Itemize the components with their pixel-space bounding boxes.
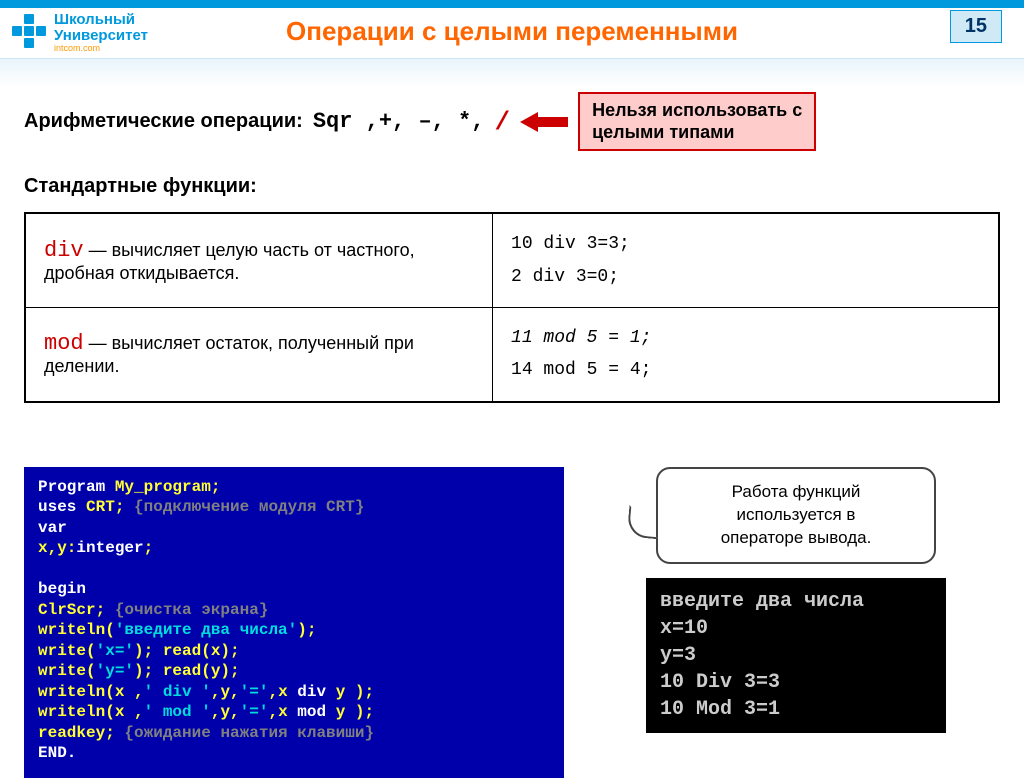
- div-ex2: 2 div 3=0;: [511, 261, 980, 293]
- code-l11e: ,x: [268, 703, 297, 721]
- code-l6a: ClrScr;: [38, 601, 115, 619]
- arith-label: Арифметические операции:: [24, 110, 303, 133]
- code-l11d: '=': [240, 703, 269, 721]
- arrow-left-icon: [520, 112, 568, 132]
- code-l10a: writeln(x ,: [38, 683, 144, 701]
- code-l8b: 'x=': [96, 642, 134, 660]
- code-l9c: ); read(y);: [134, 662, 240, 680]
- console-l2: x=10: [660, 615, 932, 642]
- code-l1a: Program: [38, 478, 115, 496]
- code-l2a: uses: [38, 498, 76, 516]
- console-l4: 10 Div 3=3: [660, 669, 932, 696]
- div-desc-cell: div — вычисляет целую часть от частного,…: [25, 213, 493, 307]
- code-l10e: ,x: [268, 683, 297, 701]
- code-l2b: CRT;: [76, 498, 134, 516]
- code-l2c: {подключение модуля CRT}: [134, 498, 364, 516]
- table-row: mod — вычисляет остаток, полученный при …: [25, 307, 999, 401]
- mod-name: mod: [44, 331, 84, 356]
- div-examples-cell: 10 div 3=3; 2 div 3=0;: [493, 213, 999, 307]
- code-block: Program My_program; uses CRT; {подключен…: [24, 467, 564, 778]
- code-l13: END.: [38, 744, 76, 762]
- code-l9a: write(: [38, 662, 96, 680]
- div-name: div: [44, 238, 84, 263]
- code-l7a: writeln(: [38, 621, 115, 639]
- mod-desc-cell: mod — вычисляет остаток, полученный при …: [25, 307, 493, 401]
- page-number: 15: [950, 10, 1002, 43]
- arith-line: Арифметические операции: Sqr ,+, –, *, /…: [24, 92, 1000, 151]
- header-stripe: [0, 0, 1024, 8]
- code-l11c: ,y,: [211, 703, 240, 721]
- code-l12b: {ожидание нажатия клавиши}: [124, 724, 374, 742]
- console-l3: y=3: [660, 642, 932, 669]
- table-row: div — вычисляет целую часть от частного,…: [25, 213, 999, 307]
- code-l9b: 'y=': [96, 662, 134, 680]
- warn-line2: целыми типами: [592, 122, 802, 144]
- code-l3: var: [38, 519, 67, 537]
- mod-ex2: 14 mod 5 = 4;: [511, 354, 980, 386]
- code-l11f: mod: [297, 703, 326, 721]
- code-l7b: 'введите два числа': [115, 621, 297, 639]
- page-title: Операции с целыми переменными: [0, 16, 1024, 47]
- right-column: Работа функций используется в операторе …: [592, 467, 1000, 778]
- code-l1b: My_program;: [115, 478, 221, 496]
- console-l1: введите два числа: [660, 588, 932, 615]
- arith-slash: /: [494, 107, 510, 137]
- code-l12a: readkey;: [38, 724, 124, 742]
- arith-ops: Sqr ,+, –, *,: [313, 109, 485, 134]
- console-l5: 10 Mod 3=1: [660, 696, 932, 723]
- code-l5: begin: [38, 580, 86, 598]
- div-desc: — вычисляет целую часть от частного, дро…: [44, 240, 415, 283]
- functions-table: div — вычисляет целую часть от частного,…: [24, 212, 1000, 403]
- code-l11a: writeln(x ,: [38, 703, 144, 721]
- code-l11b: ' mod ': [144, 703, 211, 721]
- code-l4b: integer: [76, 539, 143, 557]
- code-l4c: ;: [144, 539, 154, 557]
- callout-bubble: Работа функций используется в операторе …: [656, 467, 936, 564]
- mod-ex1: 11 mod 5 = 1;: [511, 322, 980, 354]
- code-l6b: {очистка экрана}: [115, 601, 269, 619]
- mod-desc: — вычисляет остаток, полученный при деле…: [44, 333, 414, 376]
- std-functions-label: Стандартные функции:: [24, 175, 1000, 198]
- code-l10d: '=': [240, 683, 269, 701]
- bottom-area: Program My_program; uses CRT; {подключен…: [24, 467, 1000, 778]
- code-l4a: x,y:: [38, 539, 76, 557]
- header-wave: [0, 58, 1024, 86]
- div-ex1: 10 div 3=3;: [511, 228, 980, 260]
- callout-l2: используется в: [676, 504, 916, 527]
- code-l10f: div: [297, 683, 326, 701]
- content: Арифметические операции: Sqr ,+, –, *, /…: [24, 92, 1000, 403]
- code-l10b: ' div ': [144, 683, 211, 701]
- warning-box: Нельзя использовать с целыми типами: [578, 92, 816, 151]
- console-output: введите два числа x=10 y=3 10 Div 3=3 10…: [646, 578, 946, 733]
- mod-examples-cell: 11 mod 5 = 1; 14 mod 5 = 4;: [493, 307, 999, 401]
- code-l10c: ,y,: [211, 683, 240, 701]
- warn-line1: Нельзя использовать с: [592, 100, 802, 122]
- code-l7c: );: [297, 621, 316, 639]
- callout-l3: операторе вывода.: [676, 527, 916, 550]
- code-l11g: y );: [326, 703, 374, 721]
- code-l10g: y );: [326, 683, 374, 701]
- callout-l1: Работа функций: [676, 481, 916, 504]
- code-l8a: write(: [38, 642, 96, 660]
- code-l8c: ); read(x);: [134, 642, 240, 660]
